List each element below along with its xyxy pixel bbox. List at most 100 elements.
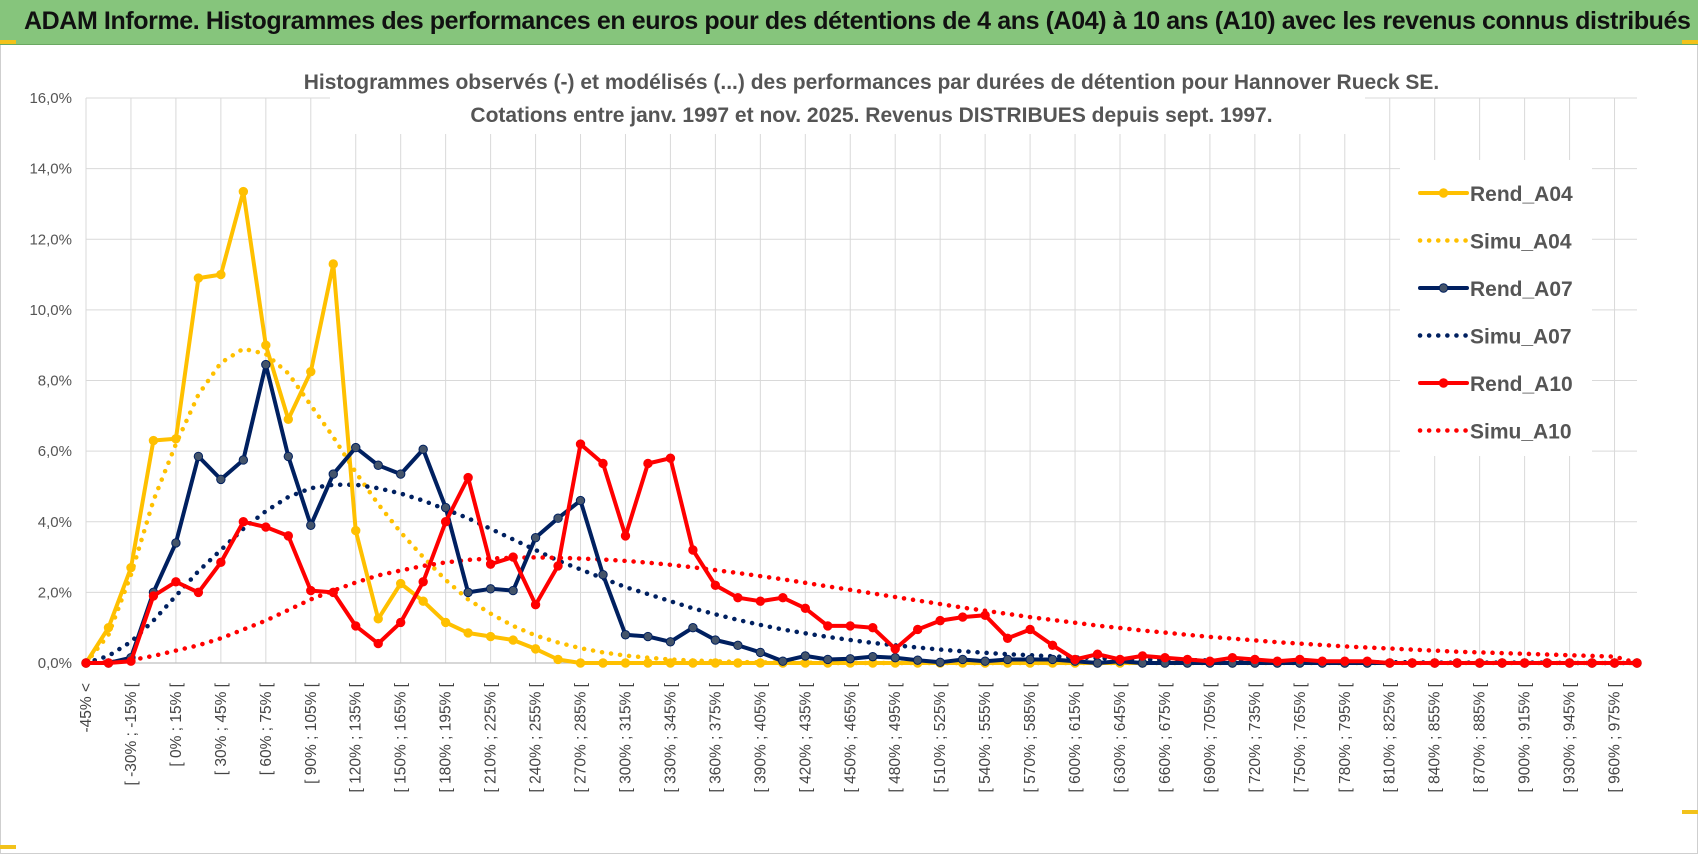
data-point-rend-a10 xyxy=(193,587,204,598)
y-tick-label: 14,0% xyxy=(29,161,72,178)
x-tick-label: [ 960% ; 975% [ xyxy=(1607,682,1624,792)
data-point-rend-a04 xyxy=(261,340,271,350)
data-point-rend-a10 xyxy=(912,624,923,635)
x-tick-label: [ 180% ; 195% [ xyxy=(438,682,455,792)
data-point-rend-a07 xyxy=(800,651,811,661)
x-tick-label: [ 270% ; 285% [ xyxy=(573,682,590,792)
data-point-rend-a10 xyxy=(81,658,91,668)
data-point-rend-a10 xyxy=(980,610,990,621)
data-point-rend-a07 xyxy=(238,455,249,465)
data-point-rend-a04 xyxy=(598,658,608,668)
x-tick-label: [ 660% ; 675% [ xyxy=(1157,682,1174,792)
data-point-rend-a04 xyxy=(733,658,743,668)
data-point-rend-a04 xyxy=(283,414,294,425)
data-point-rend-a10 xyxy=(665,453,676,463)
data-point-rend-a04 xyxy=(238,186,249,197)
data-point-rend-a07 xyxy=(778,656,788,666)
data-point-rend-a10 xyxy=(1227,653,1238,663)
data-point-rend-a07 xyxy=(1002,654,1013,665)
chart-title-background xyxy=(330,68,1365,134)
data-point-rend-a10 xyxy=(261,522,271,532)
data-point-rend-a10 xyxy=(1340,656,1350,666)
data-point-rend-a10 xyxy=(1632,658,1642,668)
data-point-rend-a10 xyxy=(957,612,968,622)
data-point-rend-a10 xyxy=(238,517,249,527)
data-point-rend-a10 xyxy=(148,591,159,601)
data-point-rend-a07 xyxy=(216,474,226,485)
series-line-rend-a10 xyxy=(84,442,1639,665)
data-point-rend-a10 xyxy=(485,559,496,569)
title-banner: ADAM Informe. Histogrammes des performan… xyxy=(0,0,1698,45)
data-point-rend-a04 xyxy=(148,435,159,446)
data-point-rend-a04 xyxy=(171,434,181,444)
data-point-rend-a10 xyxy=(1587,658,1597,668)
data-point-rend-a10 xyxy=(1205,656,1215,666)
data-point-rend-a07 xyxy=(620,630,631,640)
data-point-rend-a07 xyxy=(890,653,900,663)
data-point-rend-a04 xyxy=(508,635,518,645)
data-point-rend-a04 xyxy=(395,578,406,589)
x-tick-label: [ 630% ; 645% [ xyxy=(1112,682,1129,792)
data-point-rend-a10 xyxy=(1542,658,1552,668)
data-point-rend-a10 xyxy=(1047,640,1058,651)
data-point-rend-a07 xyxy=(868,651,878,662)
data-point-rend-a04 xyxy=(193,273,204,283)
data-point-rend-a10 xyxy=(823,621,833,631)
legend-label-rend-a10: Rend_A10 xyxy=(1470,373,1573,396)
data-point-rend-a04 xyxy=(710,658,721,668)
y-tick-label: 10,0% xyxy=(29,302,72,319)
data-point-rend-a04 xyxy=(126,562,136,573)
data-point-rend-a10 xyxy=(351,621,361,631)
data-point-rend-a04 xyxy=(306,366,316,377)
data-point-rend-a07 xyxy=(755,647,766,658)
data-point-rend-a04 xyxy=(665,658,676,668)
x-tick-label: [ 840% ; 855% [ xyxy=(1427,682,1444,792)
data-point-rend-a04 xyxy=(351,525,361,536)
data-point-rend-a07 xyxy=(328,469,338,479)
data-point-rend-a10 xyxy=(103,658,114,668)
data-point-rend-a07 xyxy=(508,585,518,596)
data-point-rend-a04 xyxy=(463,628,473,638)
data-point-rend-a10 xyxy=(890,644,900,654)
x-tick-label: [ 510% ; 525% [ xyxy=(932,682,949,792)
data-point-rend-a07 xyxy=(351,442,361,453)
data-point-rend-a04 xyxy=(643,658,653,668)
y-axis-ticks: 0,0% 2,0% 4,0% 6,0% 8,0% 10,0% 12,0% 14,0% 16,0% xyxy=(29,90,72,672)
data-point-rend-a10 xyxy=(1385,658,1395,668)
x-tick-label: [ 390% ; 405% [ xyxy=(752,682,769,792)
x-tick-label: [ 750% ; 765% [ xyxy=(1292,682,1309,792)
data-point-rend-a10 xyxy=(1407,658,1417,668)
data-point-rend-a04 xyxy=(216,269,226,280)
x-tick-label: [ 300% ; 315% [ xyxy=(617,682,634,792)
data-point-rend-a04 xyxy=(373,614,383,624)
data-point-rend-a10 xyxy=(1474,658,1485,668)
x-tick-label: [ -30% ; -15% [ xyxy=(123,682,140,785)
x-tick-label: [ 450% ; 465% [ xyxy=(842,682,859,792)
data-point-rend-a10 xyxy=(328,587,338,598)
data-point-rend-a04 xyxy=(103,622,114,633)
data-point-rend-a10 xyxy=(306,585,316,596)
data-point-rend-a07 xyxy=(845,654,855,664)
data-point-rend-a10 xyxy=(800,603,811,613)
legend-label-simu-a04: Simu_A04 xyxy=(1470,231,1572,254)
data-point-rend-a10 xyxy=(710,580,721,591)
data-point-rend-a07 xyxy=(575,495,586,506)
x-tick-label: [ 540% ; 555% [ xyxy=(977,682,994,792)
data-point-rend-a07 xyxy=(283,451,294,462)
data-point-rend-a07 xyxy=(373,460,383,470)
data-point-rend-a10 xyxy=(1092,649,1103,659)
x-tick-label: [ 120% ; 135% [ xyxy=(348,682,365,792)
data-point-rend-a10 xyxy=(283,531,294,541)
legend-marker-rend-a10 xyxy=(1438,378,1449,388)
data-point-rend-a10 xyxy=(1317,656,1328,666)
data-point-rend-a07 xyxy=(395,469,406,479)
legend-marker-rend-a07 xyxy=(1438,283,1449,293)
data-point-rend-a10 xyxy=(440,517,451,527)
corner-mark-bottom-right xyxy=(1682,810,1698,814)
x-tick-label: [ 210% ; 225% [ xyxy=(483,682,500,792)
chart-title-line-2: Cotations entre janv. 1997 et nov. 2025.… xyxy=(470,104,1272,127)
data-point-rend-a07 xyxy=(823,654,833,665)
data-point-rend-a10 xyxy=(1497,658,1507,668)
data-point-rend-a10 xyxy=(1519,658,1530,668)
